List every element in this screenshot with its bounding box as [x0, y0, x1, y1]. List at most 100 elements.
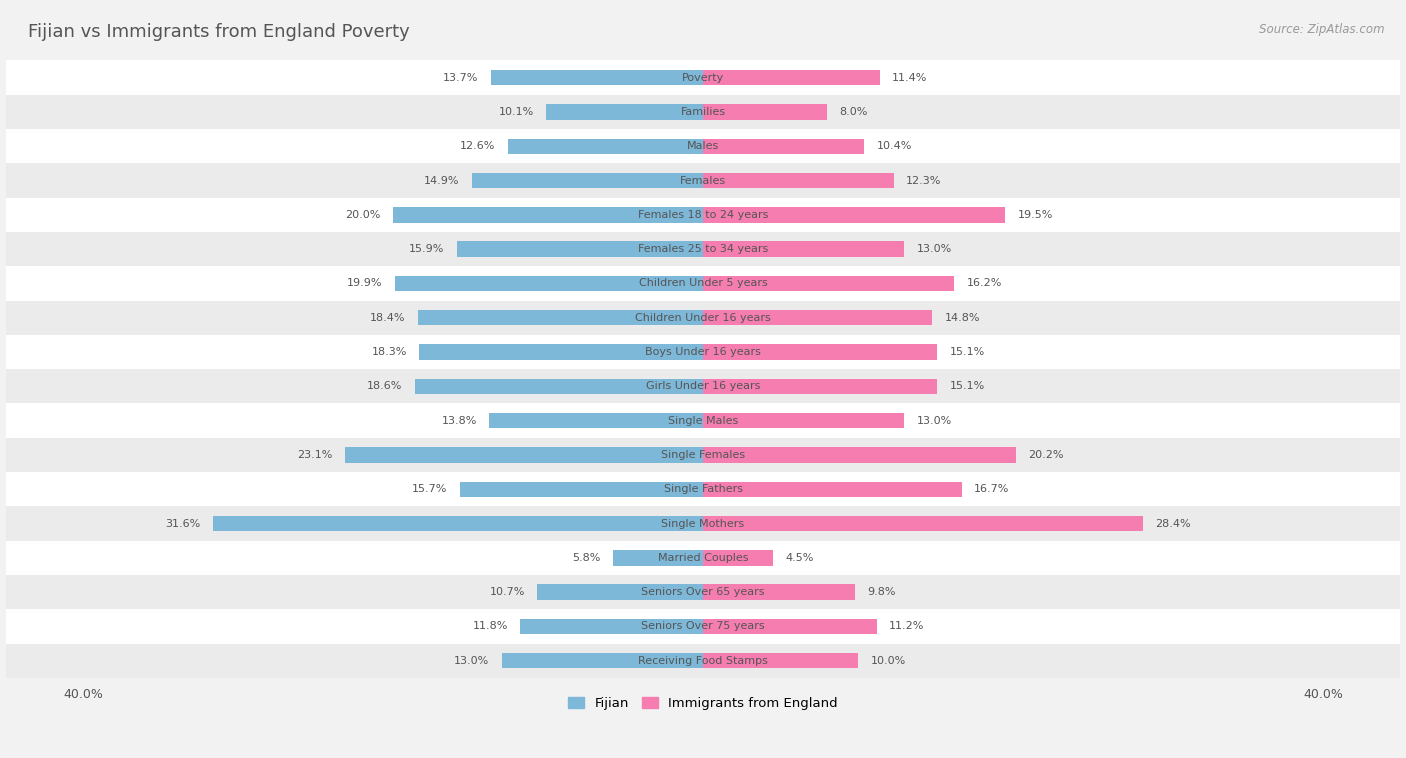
Bar [419, 344, 703, 360]
Text: 13.7%: 13.7% [443, 73, 478, 83]
Text: Single Fathers: Single Fathers [664, 484, 742, 494]
Text: 10.0%: 10.0% [870, 656, 905, 666]
Text: 13.8%: 13.8% [441, 415, 477, 426]
Text: 9.8%: 9.8% [868, 587, 896, 597]
Text: 11.8%: 11.8% [472, 622, 508, 631]
Text: 15.1%: 15.1% [949, 381, 984, 391]
Bar [508, 139, 703, 154]
Bar [6, 95, 1400, 129]
Text: Seniors Over 65 years: Seniors Over 65 years [641, 587, 765, 597]
Bar [394, 207, 703, 223]
Bar [6, 540, 1400, 575]
Text: 18.6%: 18.6% [367, 381, 402, 391]
Text: 19.5%: 19.5% [1018, 210, 1053, 220]
Bar [703, 447, 1017, 462]
Bar [502, 653, 703, 669]
Text: 14.9%: 14.9% [425, 176, 460, 186]
Text: 20.2%: 20.2% [1028, 450, 1064, 460]
Bar [6, 644, 1400, 678]
Bar [703, 241, 904, 257]
Bar [6, 472, 1400, 506]
Bar [703, 276, 955, 291]
Bar [703, 173, 894, 188]
Bar [703, 207, 1005, 223]
Text: 11.2%: 11.2% [889, 622, 924, 631]
Bar [703, 379, 936, 394]
Text: 15.1%: 15.1% [949, 347, 984, 357]
Bar [703, 550, 773, 565]
Text: 10.7%: 10.7% [489, 587, 524, 597]
Text: Receiving Food Stamps: Receiving Food Stamps [638, 656, 768, 666]
Bar [6, 575, 1400, 609]
Bar [703, 310, 932, 325]
Text: Children Under 16 years: Children Under 16 years [636, 313, 770, 323]
Bar [703, 584, 855, 600]
Bar [6, 609, 1400, 644]
Text: 14.8%: 14.8% [945, 313, 980, 323]
Text: 5.8%: 5.8% [572, 553, 600, 563]
Text: Single Mothers: Single Mothers [661, 518, 745, 528]
Text: Source: ZipAtlas.com: Source: ZipAtlas.com [1260, 23, 1385, 36]
Text: 8.0%: 8.0% [839, 107, 868, 117]
Text: Families: Families [681, 107, 725, 117]
Text: 31.6%: 31.6% [166, 518, 201, 528]
Text: Females 25 to 34 years: Females 25 to 34 years [638, 244, 768, 254]
Bar [214, 516, 703, 531]
Bar [703, 344, 936, 360]
Text: 28.4%: 28.4% [1156, 518, 1191, 528]
Text: 13.0%: 13.0% [917, 244, 952, 254]
Bar [489, 413, 703, 428]
Bar [703, 70, 880, 86]
Bar [460, 481, 703, 497]
Bar [703, 516, 1143, 531]
Text: Poverty: Poverty [682, 73, 724, 83]
Bar [6, 506, 1400, 540]
Text: 18.3%: 18.3% [371, 347, 406, 357]
Bar [6, 232, 1400, 266]
Text: 12.3%: 12.3% [905, 176, 942, 186]
Bar [6, 335, 1400, 369]
Bar [613, 550, 703, 565]
Text: 11.4%: 11.4% [891, 73, 928, 83]
Bar [418, 310, 703, 325]
Text: Girls Under 16 years: Girls Under 16 years [645, 381, 761, 391]
Bar [344, 447, 703, 462]
Bar [6, 61, 1400, 95]
Text: Children Under 5 years: Children Under 5 years [638, 278, 768, 289]
Bar [6, 198, 1400, 232]
Text: 19.9%: 19.9% [347, 278, 382, 289]
Text: Fijian vs Immigrants from England Poverty: Fijian vs Immigrants from England Povert… [28, 23, 411, 41]
Bar [6, 369, 1400, 403]
Bar [520, 619, 703, 634]
Text: 23.1%: 23.1% [297, 450, 333, 460]
Text: Males: Males [688, 141, 718, 152]
Text: 12.6%: 12.6% [460, 141, 495, 152]
Bar [6, 438, 1400, 472]
Text: 15.7%: 15.7% [412, 484, 447, 494]
Text: 10.4%: 10.4% [876, 141, 912, 152]
Text: Females 18 to 24 years: Females 18 to 24 years [638, 210, 768, 220]
Text: 18.4%: 18.4% [370, 313, 405, 323]
Bar [703, 653, 858, 669]
Bar [703, 481, 962, 497]
Bar [703, 139, 865, 154]
Bar [703, 413, 904, 428]
Text: Boys Under 16 years: Boys Under 16 years [645, 347, 761, 357]
Text: Married Couples: Married Couples [658, 553, 748, 563]
Text: Seniors Over 75 years: Seniors Over 75 years [641, 622, 765, 631]
Bar [6, 164, 1400, 198]
Bar [6, 129, 1400, 164]
Bar [491, 70, 703, 86]
Text: 4.5%: 4.5% [785, 553, 814, 563]
Text: 10.1%: 10.1% [499, 107, 534, 117]
Text: 13.0%: 13.0% [917, 415, 952, 426]
Bar [472, 173, 703, 188]
Text: 16.7%: 16.7% [974, 484, 1010, 494]
Bar [415, 379, 703, 394]
Text: 15.9%: 15.9% [409, 244, 444, 254]
Text: 16.2%: 16.2% [966, 278, 1002, 289]
Text: Females: Females [681, 176, 725, 186]
Bar [457, 241, 703, 257]
Bar [6, 266, 1400, 301]
Text: Single Females: Single Females [661, 450, 745, 460]
